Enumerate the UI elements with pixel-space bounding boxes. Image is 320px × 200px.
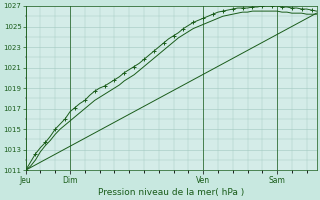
X-axis label: Pression niveau de la mer( hPa ): Pression niveau de la mer( hPa ) (98, 188, 244, 197)
